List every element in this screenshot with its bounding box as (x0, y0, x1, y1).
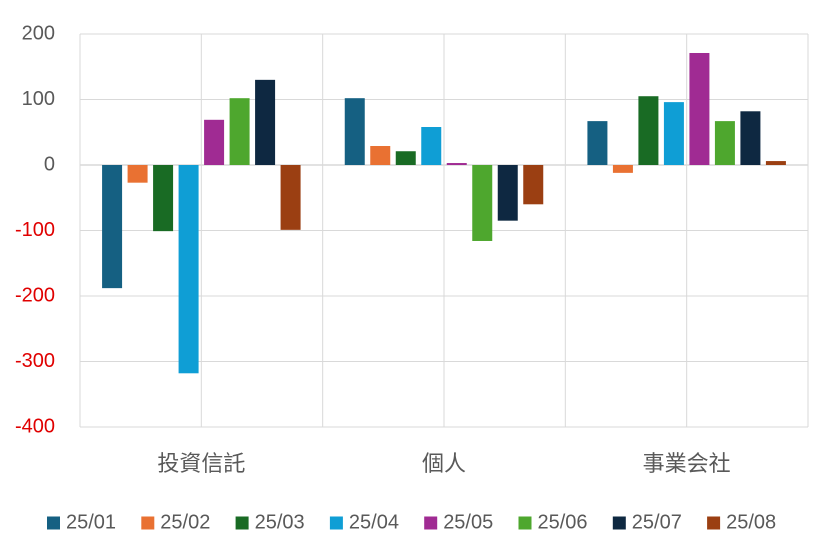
bar (255, 79, 276, 165)
legend-label: 25/03 (255, 511, 305, 533)
bar (638, 96, 659, 165)
legend-swatch (47, 516, 60, 530)
legend-label: 25/05 (443, 511, 493, 533)
legend-swatch (612, 516, 626, 530)
legend-swatch (329, 516, 343, 530)
legend-label: 25/04 (349, 511, 399, 533)
legend-label: 25/08 (726, 511, 776, 533)
y-tick-label: 200 (22, 22, 55, 44)
bar (127, 165, 148, 183)
bar (663, 102, 684, 165)
bar (765, 161, 786, 165)
legend-swatch (707, 516, 721, 530)
legend-swatch (424, 516, 438, 530)
legend-label: 25/02 (160, 511, 210, 533)
bar (178, 165, 199, 374)
bar (153, 165, 174, 232)
bar (102, 165, 123, 289)
bar (689, 52, 710, 166)
bar (472, 165, 493, 241)
y-tick-label: 100 (22, 88, 55, 110)
bar (612, 165, 633, 173)
bar (587, 121, 608, 165)
bar (446, 163, 467, 165)
legend-swatch (235, 516, 249, 530)
legend-swatch (141, 516, 155, 530)
bar (344, 98, 365, 165)
bar (280, 165, 301, 230)
y-tick-label: -100 (15, 219, 55, 241)
y-tick-label: -400 (15, 415, 55, 437)
bar (204, 119, 225, 165)
legend-swatch (518, 516, 532, 530)
bar (497, 165, 518, 221)
legend-label: 25/07 (632, 511, 682, 533)
y-tick-label: -200 (15, 284, 55, 306)
x-tick-label: 事業会社 (643, 451, 731, 476)
bar (421, 127, 442, 165)
x-tick-label: 投資信託 (157, 451, 245, 476)
x-tick-label: 個人 (422, 451, 466, 476)
bar (229, 98, 250, 165)
bar (523, 165, 544, 205)
bar (370, 146, 391, 165)
bar (714, 121, 735, 165)
bar (395, 151, 416, 165)
legend-label: 25/06 (538, 511, 588, 533)
legend-label: 25/01 (66, 511, 116, 533)
y-tick-label: -300 (15, 350, 55, 372)
bar (740, 111, 761, 165)
y-tick-label: 0 (44, 153, 55, 175)
